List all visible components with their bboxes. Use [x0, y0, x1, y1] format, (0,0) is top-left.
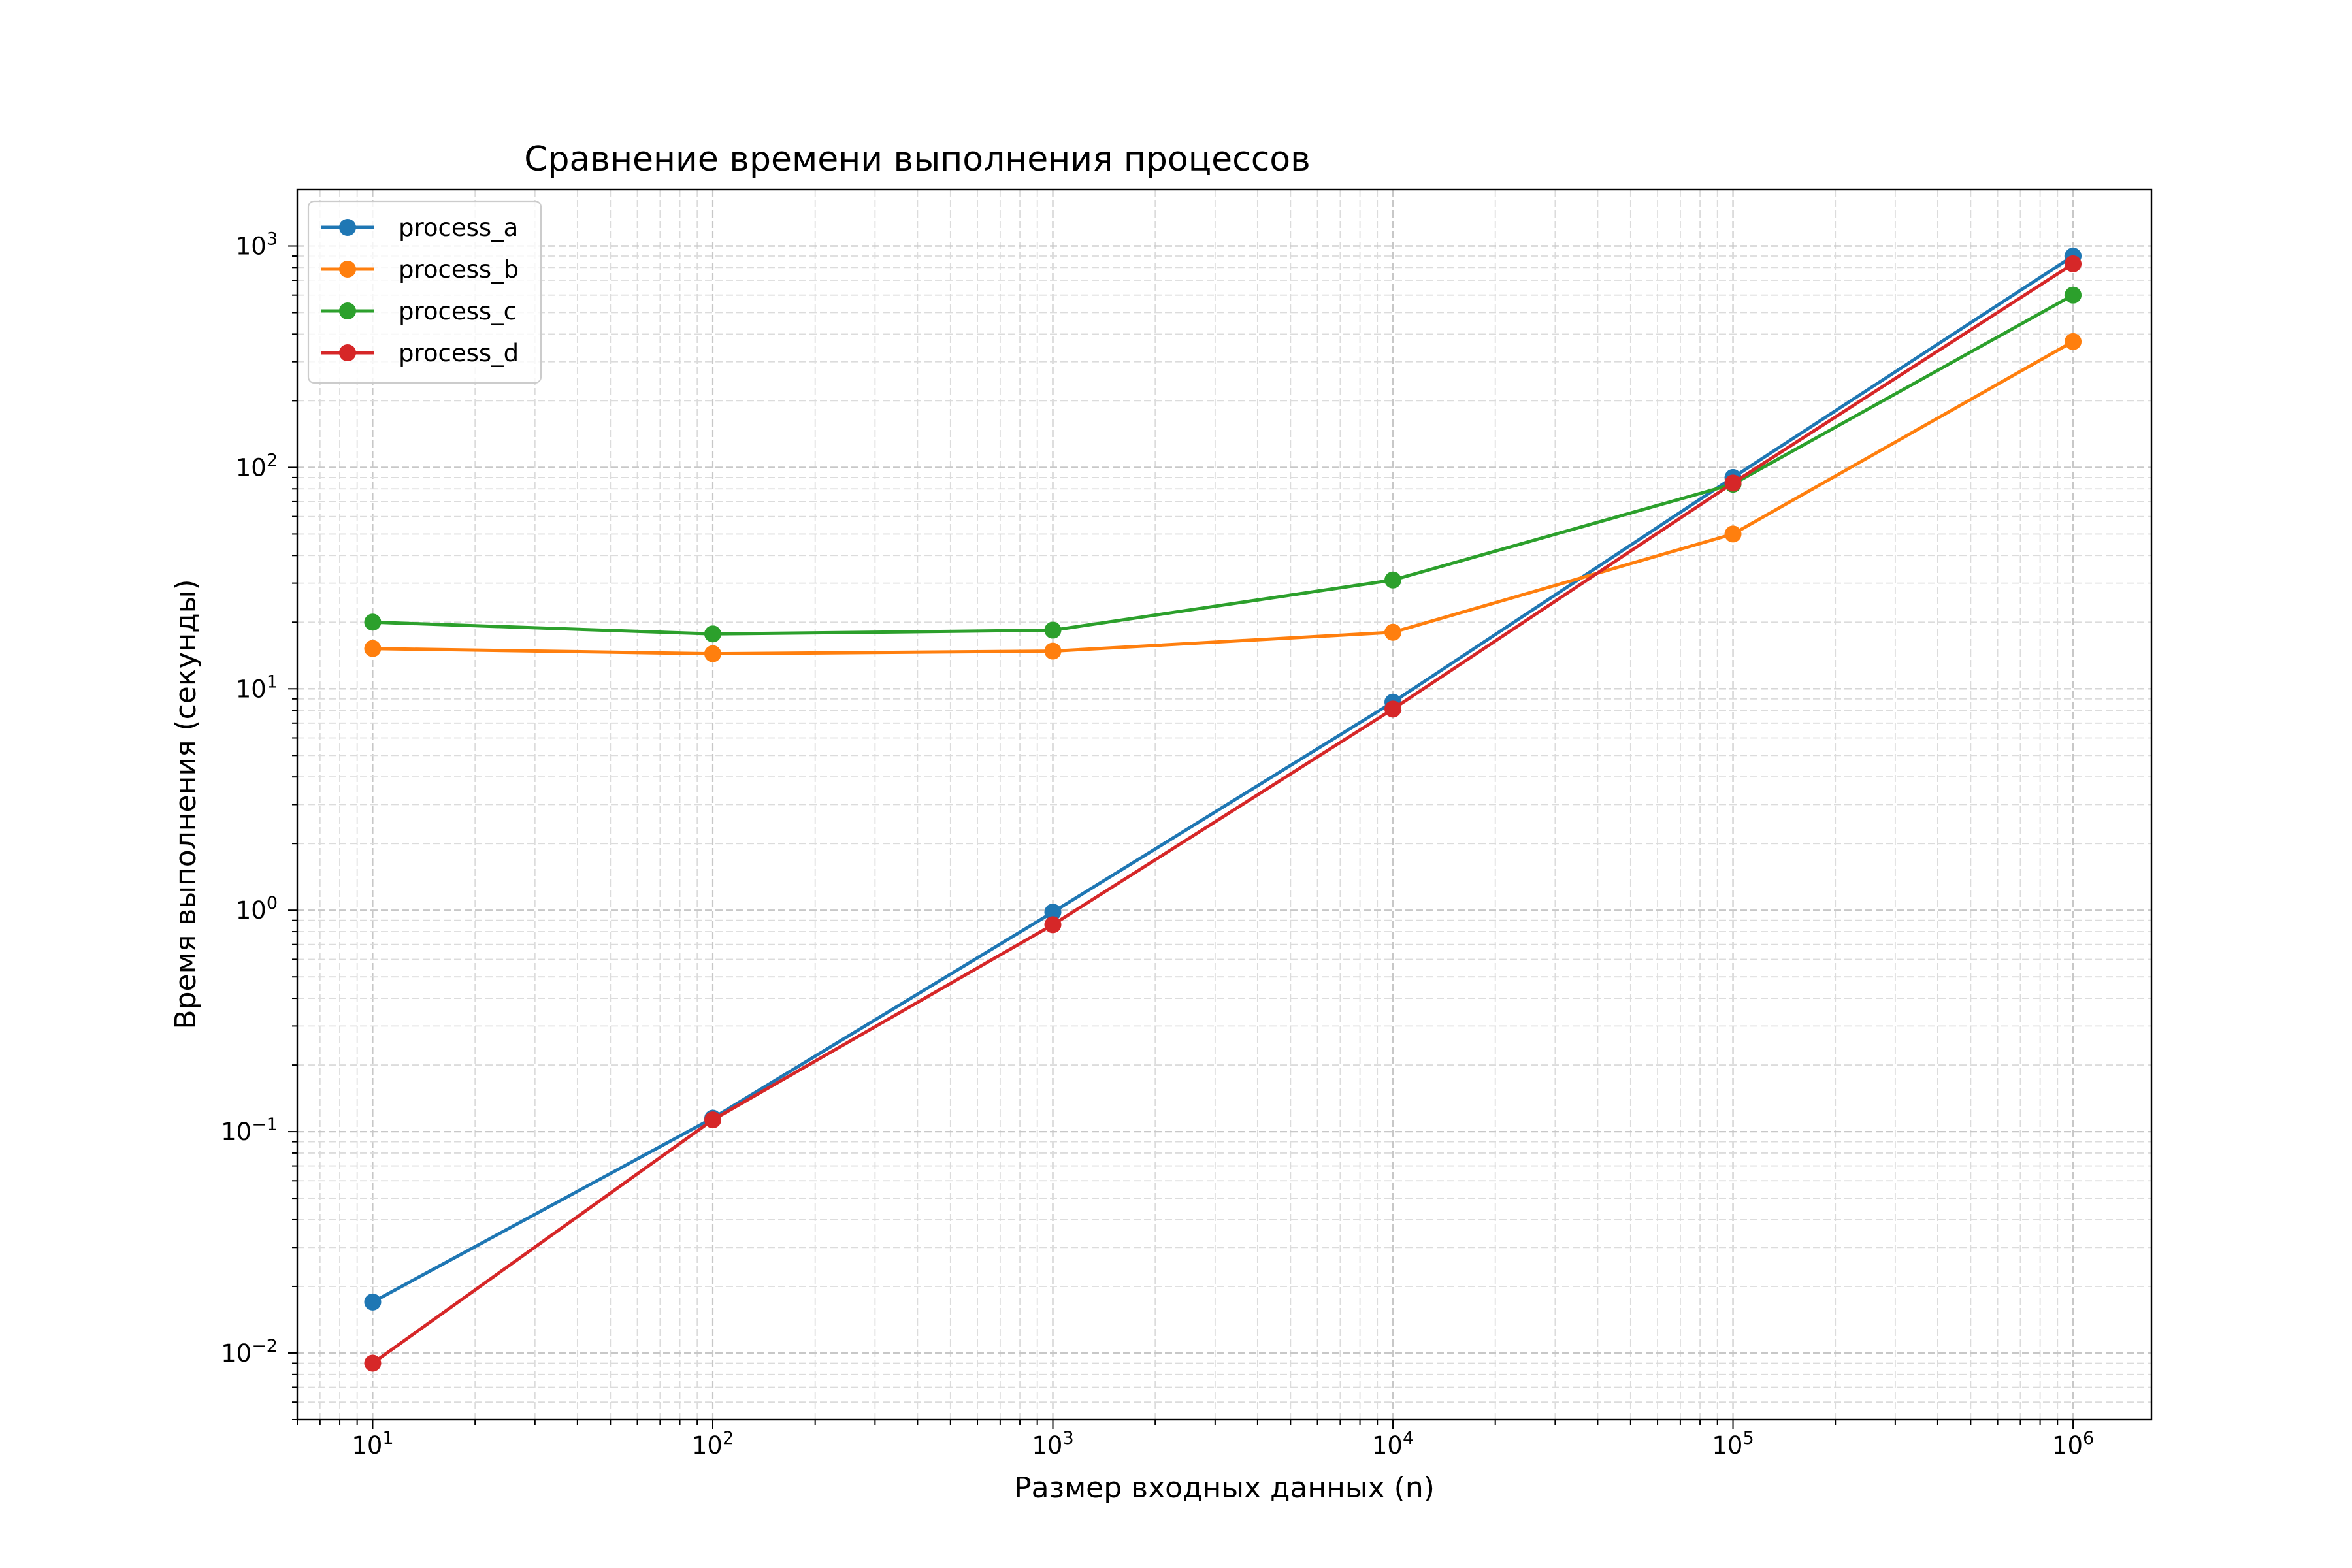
legend-marker	[339, 344, 356, 361]
data-point	[2065, 255, 2082, 272]
data-point	[2065, 333, 2082, 350]
x-axis-label: Размер входных данных (n)	[1014, 1471, 1435, 1505]
y-tick-label: 10−2	[221, 1336, 278, 1367]
data-point	[364, 1293, 382, 1311]
series-line	[372, 254, 2074, 1304]
data-point	[2065, 286, 2082, 304]
legend-item: process_a	[321, 214, 518, 242]
legend-label: process_b	[399, 255, 519, 284]
legend-marker	[339, 302, 356, 319]
data-point	[1384, 623, 1402, 641]
data-point	[704, 1111, 721, 1129]
series-line	[372, 262, 2074, 1365]
legend-item: process_c	[321, 297, 517, 325]
data-point	[1724, 525, 1742, 543]
series-process_b	[364, 333, 2082, 662]
data-point	[364, 613, 382, 631]
data-point	[704, 625, 721, 643]
legend-marker	[339, 261, 356, 278]
data-point	[1044, 916, 1062, 934]
grid	[297, 189, 2151, 1420]
y-tick-label: 10−1	[221, 1115, 278, 1146]
y-tick-label: 100	[236, 893, 278, 924]
data-point	[364, 640, 382, 657]
x-tick-label: 101	[351, 1428, 393, 1460]
x-axis: 101 102 103 104 105 106	[297, 1420, 2094, 1460]
data-point	[364, 1354, 382, 1372]
series-line	[372, 340, 2074, 656]
data-point	[1724, 474, 1742, 492]
legend-frame	[307, 200, 542, 384]
legend-label: process_a	[399, 214, 518, 242]
legend-label: process_d	[399, 339, 519, 367]
legend-item: process_b	[321, 255, 519, 284]
data-point	[1384, 571, 1402, 589]
series-process_d	[364, 255, 2082, 1372]
legend-item: process_d	[321, 339, 519, 367]
data-point	[1044, 904, 1062, 921]
data-point	[1044, 642, 1062, 660]
data-point	[1044, 621, 1062, 639]
y-tick-label: 101	[236, 672, 278, 703]
x-tick-label: 106	[2052, 1428, 2094, 1460]
legend: process_a process_b process_c process_d	[307, 200, 542, 384]
series-layer	[364, 248, 2082, 1372]
legend-label: process_c	[399, 297, 517, 325]
data-point	[704, 645, 721, 662]
x-tick-label: 102	[692, 1428, 734, 1460]
x-tick-label: 104	[1372, 1428, 1414, 1460]
y-axis-label: Время выполнения (секунды)	[169, 579, 203, 1029]
y-axis: 10−2 10−1 100 101 102 103	[221, 229, 297, 1420]
x-tick-label: 105	[1712, 1428, 1754, 1460]
legend-marker	[339, 219, 356, 236]
y-tick-label: 102	[236, 450, 278, 482]
series-line	[372, 293, 2074, 636]
y-tick-label: 103	[236, 229, 278, 261]
data-point	[1384, 700, 1402, 718]
chart-title: Сравнение времени выполнения процессов	[524, 140, 1311, 179]
x-tick-label: 103	[1032, 1428, 1073, 1460]
